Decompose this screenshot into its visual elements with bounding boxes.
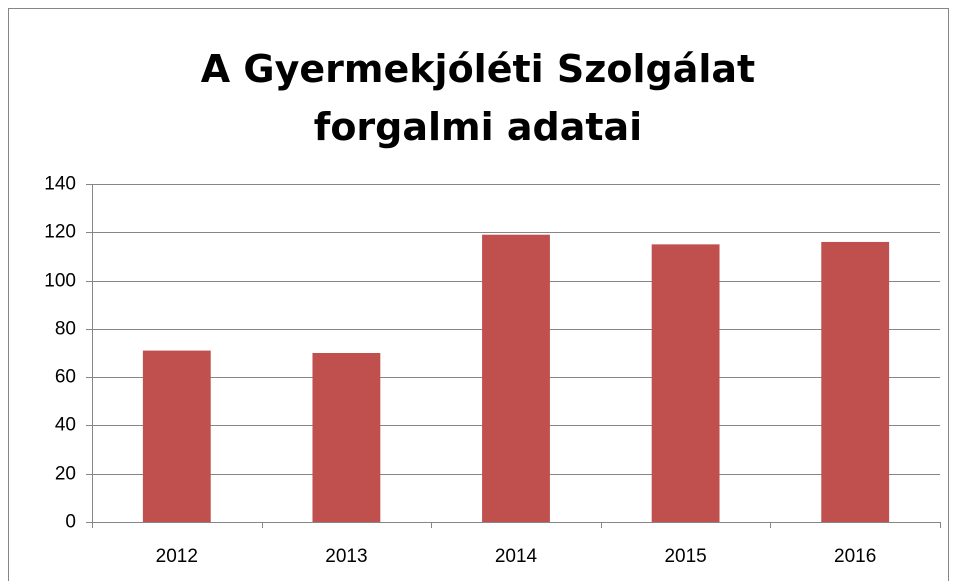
bar xyxy=(312,353,381,522)
x-tick-label: 2012 xyxy=(156,546,198,567)
x-tick-label: 2013 xyxy=(325,546,367,567)
bar xyxy=(482,234,550,522)
y-tick-label: 20 xyxy=(55,464,76,485)
bar xyxy=(821,241,890,522)
bar xyxy=(142,350,211,522)
y-tick-label: 140 xyxy=(44,174,76,195)
x-tick-label: 2016 xyxy=(834,546,876,567)
bar xyxy=(651,244,720,522)
x-tick-label: 2014 xyxy=(495,546,538,567)
x-tick-label: 2015 xyxy=(664,546,706,567)
y-tick-label: 40 xyxy=(55,415,76,436)
chart-border xyxy=(8,8,949,581)
y-tick-label: 120 xyxy=(44,222,76,243)
y-tick-label: 0 xyxy=(65,512,76,533)
y-tick-label: 80 xyxy=(55,319,76,340)
y-tick-label: 100 xyxy=(44,271,76,292)
y-tick-label: 60 xyxy=(55,367,76,388)
chart-title: A Gyermekjóléti Szolgálat forgalmi adata… xyxy=(200,47,756,149)
